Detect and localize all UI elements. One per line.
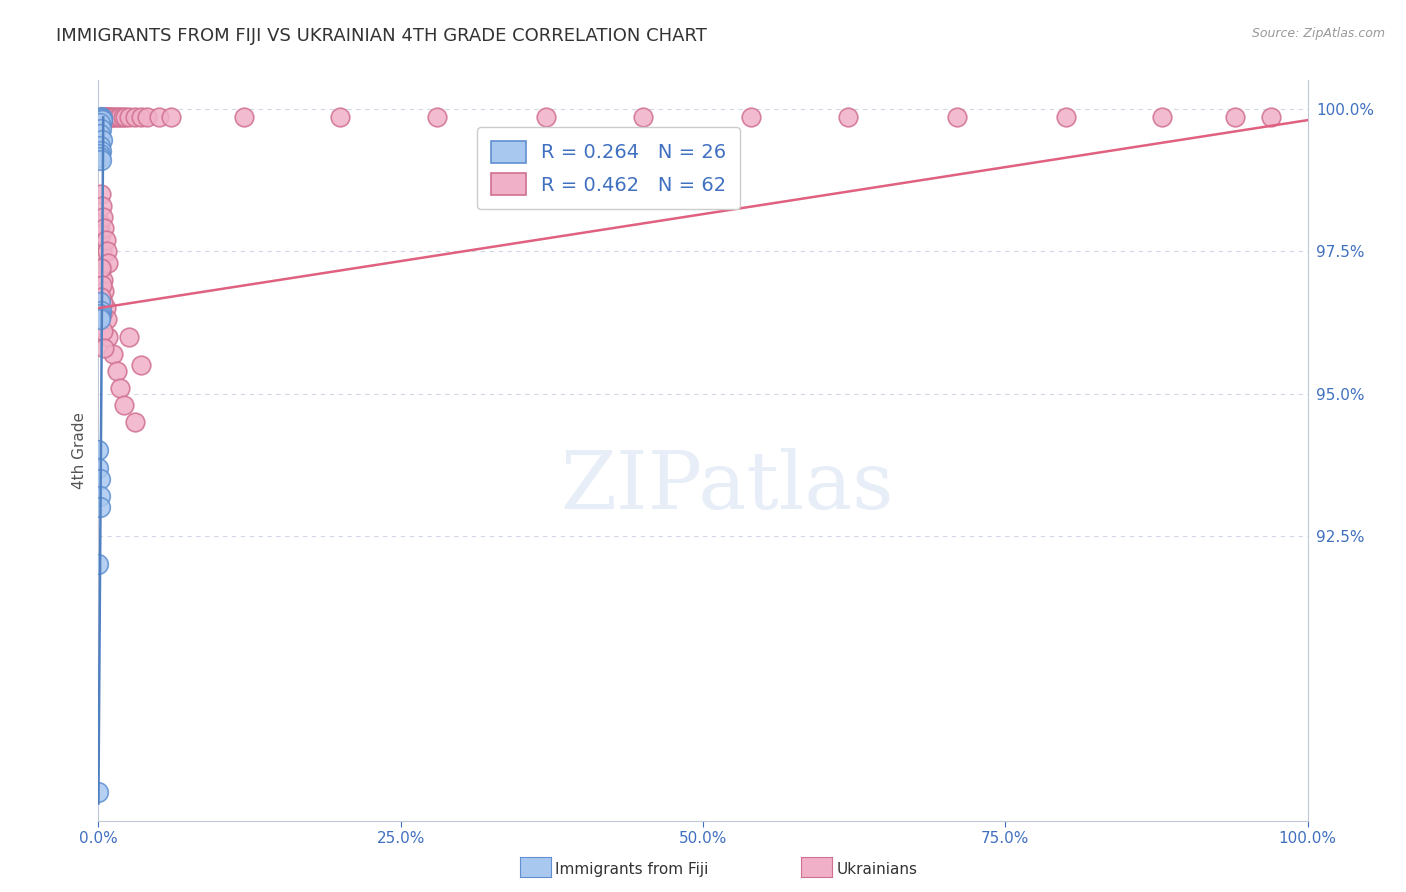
Point (160, 110, 183, 124)
Point (91, 110, 114, 124)
Point (90, 290, 112, 304)
Point (946, 110, 969, 124)
Point (91, 244, 114, 259)
Point (91, 113, 114, 128)
Point (1260, 110, 1282, 124)
Text: Immigrants from Fiji: Immigrants from Fiji (555, 863, 709, 877)
Point (96, 312, 118, 326)
Point (89, 128, 111, 142)
Text: Ukrainians: Ukrainians (837, 863, 918, 877)
Point (91, 261, 114, 276)
Point (98, 110, 121, 124)
Point (93, 284, 115, 298)
Point (1054, 110, 1077, 124)
Point (837, 110, 859, 124)
Point (94, 110, 117, 124)
Point (112, 398, 135, 412)
Point (87, 558, 110, 572)
Point (90, 153, 112, 167)
Y-axis label: 4th Grade: 4th Grade (72, 412, 87, 489)
Point (118, 329, 141, 343)
Point (89, 147, 111, 161)
Point (1152, 110, 1174, 124)
Point (631, 110, 654, 124)
Point (97, 255, 120, 269)
Point (89, 138, 111, 153)
Point (93, 341, 115, 355)
Point (111, 110, 134, 124)
Point (129, 110, 152, 124)
Point (90, 112, 112, 126)
Point (89, 472, 111, 486)
Point (135, 110, 157, 124)
Point (89, 500, 111, 515)
Point (89, 216, 111, 230)
Point (89, 489, 111, 503)
Point (90, 187, 112, 202)
Point (97, 329, 120, 343)
Point (129, 358, 152, 372)
Point (91, 210, 114, 224)
Point (426, 110, 449, 124)
Point (89, 150, 111, 164)
Point (91, 278, 114, 293)
Point (91, 324, 114, 338)
Point (90, 121, 112, 136)
Point (89, 295, 111, 310)
Point (96, 244, 118, 259)
Point (89, 112, 111, 126)
Point (101, 110, 124, 124)
Point (124, 415, 146, 429)
Point (87, 460, 110, 475)
Point (124, 110, 146, 124)
Point (93, 110, 115, 124)
Point (90, 227, 112, 241)
Point (108, 110, 131, 124)
Point (118, 110, 141, 124)
Point (94, 233, 117, 247)
Point (89, 310, 111, 324)
Point (91, 295, 114, 310)
Point (90, 261, 112, 276)
Legend: R = 0.264   N = 26, R = 0.462   N = 62: R = 0.264 N = 26, R = 0.462 N = 62 (477, 127, 740, 209)
Point (148, 110, 170, 124)
Point (90, 304, 112, 318)
Point (108, 381, 131, 395)
Point (91, 307, 114, 321)
Point (100, 110, 122, 124)
Text: Source: ZipAtlas.com: Source: ZipAtlas.com (1251, 27, 1385, 40)
Point (93, 221, 115, 235)
Point (90, 110, 112, 124)
Point (534, 110, 557, 124)
Point (107, 110, 129, 124)
Point (87, 443, 110, 458)
Point (329, 110, 352, 124)
Point (1223, 110, 1246, 124)
Point (87, 785, 110, 799)
Text: ZIPatlas: ZIPatlas (561, 449, 894, 526)
Point (91, 272, 114, 286)
Point (104, 110, 127, 124)
Point (90, 145, 112, 159)
Point (91, 111, 114, 125)
Point (91, 133, 114, 147)
Point (232, 110, 254, 124)
Point (740, 110, 762, 124)
Point (89, 116, 111, 130)
Point (89, 312, 111, 326)
Point (91, 198, 114, 212)
Point (114, 110, 136, 124)
Text: IMMIGRANTS FROM FIJI VS UKRAINIAN 4TH GRADE CORRELATION CHART: IMMIGRANTS FROM FIJI VS UKRAINIAN 4TH GR… (56, 27, 707, 45)
Point (97, 110, 120, 124)
Point (101, 346, 124, 360)
Point (94, 301, 117, 315)
Point (96, 110, 118, 124)
Point (89, 307, 111, 321)
Point (91, 110, 114, 124)
Point (105, 364, 128, 378)
